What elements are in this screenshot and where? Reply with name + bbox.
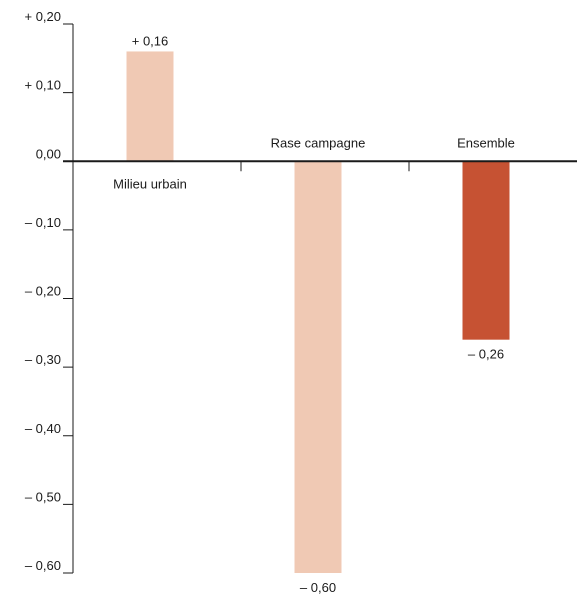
bar-2 bbox=[294, 161, 342, 573]
y-tick-label: – 0,20 bbox=[25, 284, 61, 299]
data-label: – 0,26 bbox=[468, 347, 504, 362]
category-label: Rase campagne bbox=[271, 135, 366, 150]
category-label: Ensemble bbox=[457, 135, 515, 150]
labels: Milieu urbain Rase campagne Ensemble + 0,16… bbox=[113, 33, 515, 595]
y-tick-label: – 0,50 bbox=[25, 489, 61, 504]
y-axis: + 0,20 + 0,10 0,00 – 0,10 – 0,20 – 0,30 – 0,40… bbox=[24, 9, 74, 574]
x-axis bbox=[63, 160, 577, 172]
y-tick-label: + 0,10 bbox=[24, 78, 61, 93]
y-tick-label: – 0,60 bbox=[25, 558, 61, 573]
y-tick-label: 0,00 bbox=[36, 146, 61, 161]
bar-3 bbox=[462, 161, 510, 340]
data-label: – 0,60 bbox=[300, 580, 336, 595]
y-tick-label: – 0,10 bbox=[25, 215, 61, 230]
y-tick-label: – 0,40 bbox=[25, 421, 61, 436]
y-tick-label: – 0,30 bbox=[25, 352, 61, 367]
category-label: Milieu urbain bbox=[113, 176, 187, 191]
bars bbox=[126, 51, 510, 573]
y-tick-label: + 0,20 bbox=[24, 9, 61, 24]
data-label: + 0,16 bbox=[132, 33, 169, 48]
bar-1 bbox=[126, 51, 174, 162]
